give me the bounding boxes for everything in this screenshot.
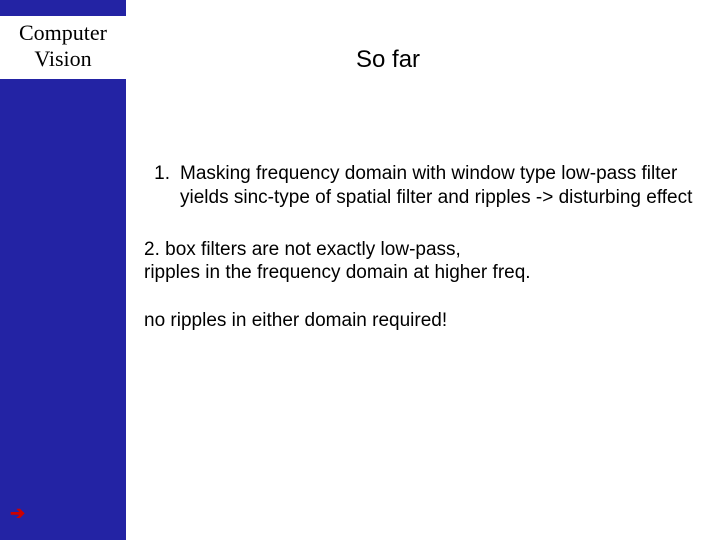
arrow-right-icon: ➔	[10, 503, 25, 524]
sidebar-title-line1: Computer	[0, 20, 126, 46]
list-item-2: 2. box filters are not exactly low-pass,…	[144, 238, 704, 286]
list-item-2-line1: 2. box filters are not exactly low-pass,	[144, 238, 704, 262]
main-content: So far 1. Masking frequency domain with …	[126, 0, 720, 540]
list-item-1-text: Masking frequency domain with window typ…	[180, 162, 704, 210]
list-item-1-number: 1.	[144, 162, 180, 210]
sidebar-title: Computer Vision	[0, 16, 126, 79]
slide-title: So far	[356, 46, 420, 74]
list-item-1: 1. Masking frequency domain with window …	[144, 162, 704, 210]
conclusion-text: no ripples in either domain required!	[144, 309, 704, 333]
sidebar: Computer Vision ➔	[0, 0, 126, 540]
sidebar-title-line2: Vision	[0, 46, 126, 72]
slide-body: 1. Masking frequency domain with window …	[144, 162, 704, 333]
list-item-2-line2: ripples in the frequency domain at highe…	[144, 261, 704, 285]
